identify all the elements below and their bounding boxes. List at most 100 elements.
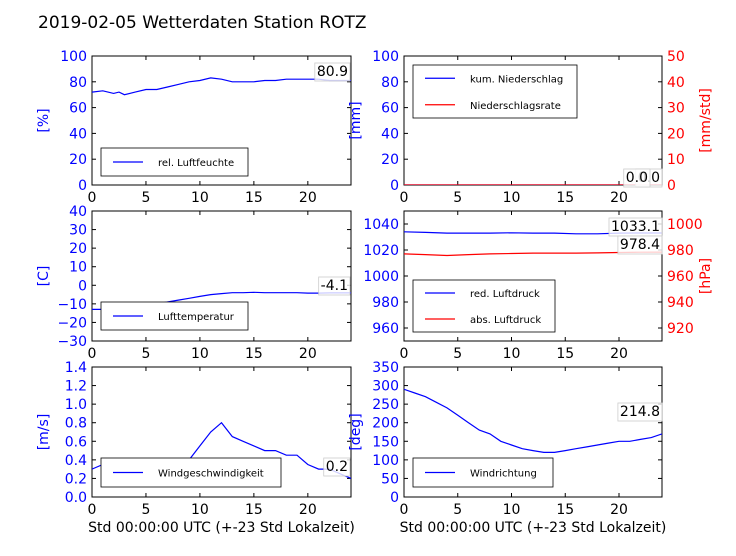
value-label: 0.0 <box>626 170 648 186</box>
x-tick-label: 10 <box>503 190 521 206</box>
x-tick-label: 10 <box>503 346 521 362</box>
legend: kum. Niederschlag Niederschlagsrate <box>412 64 578 119</box>
y-tick-label: 1.0 <box>65 397 87 413</box>
y-tick-label: 350 <box>372 360 399 376</box>
legend-entry: kum. Niederschlag <box>470 74 563 85</box>
value-label-box <box>323 457 351 477</box>
y-right-axis-label: [hPa] <box>698 258 714 294</box>
y-tick-label: 150 <box>372 434 399 450</box>
x-axis-label: Std 00:00:00 UTC (+-23 Std Lokalzeit) <box>88 520 355 536</box>
y-tick-label: 20 <box>69 241 87 257</box>
y-tick-label: −10 <box>57 297 87 313</box>
y-axis-label: [mm] <box>348 101 364 139</box>
y-tick-label: 0 <box>78 278 87 294</box>
panel-5: 0 5 10 15 20 0.0 0.2 0.4 0.6 0.8 1.0 1.2 1.4 [m/s] Std… <box>36 360 355 536</box>
y-tick-label: 30 <box>69 223 87 239</box>
y-tick-label: 0.6 <box>65 434 87 450</box>
y-axis-label: [m/s] <box>36 414 52 451</box>
x-tick-label: 0 <box>400 190 409 206</box>
y-tick-label: 250 <box>372 397 399 413</box>
legend-box <box>412 279 556 333</box>
x-tick-label: 20 <box>610 190 628 206</box>
value-label-box <box>623 168 651 188</box>
y-tick-label: 0.0 <box>65 490 87 506</box>
y-axis-label: [deg] <box>348 413 364 450</box>
y-tick-label: 10 <box>69 260 87 276</box>
x-tick-label: 10 <box>191 346 209 362</box>
x-tick-label: 5 <box>453 190 462 206</box>
x-tick-label: 15 <box>245 346 263 362</box>
y-right-tick-label: 940 <box>667 295 694 311</box>
panel-3: 0 5 10 15 20 −30 −20 −10 0 10 20 30 40 [C] Lufttempera… <box>36 204 352 362</box>
y-tick-label: 1.2 <box>65 379 87 395</box>
legend-entry: red. Luftdruck <box>470 289 540 300</box>
x-tick-label: 0 <box>88 190 97 206</box>
y-tick-label: 960 <box>372 321 399 337</box>
chart-title: 2019-02-05 Wetterdaten Station ROTZ <box>38 13 367 33</box>
x-tick-label: 20 <box>610 346 628 362</box>
panel-4: 0 5 10 15 20 960 980 1000 1020 1040 920 940 960 980 10… <box>363 210 714 362</box>
legend-entry: rel. Luftfeuchte <box>158 158 234 169</box>
x-tick-label: 5 <box>141 190 150 206</box>
y-tick-label: 980 <box>372 295 399 311</box>
y-tick-label: 1.4 <box>65 360 87 376</box>
value-label-box <box>314 62 351 82</box>
panel-1: 0 5 10 15 20 0 20 40 60 80 100 [%] rel. Luftfeuchte 8… <box>36 49 352 206</box>
y-tick-label: 0 <box>390 490 399 506</box>
x-tick-label: 20 <box>299 190 317 206</box>
value-label: 0.2 <box>326 459 348 475</box>
y-right-tick-label: 30 <box>667 101 685 117</box>
plot-frame <box>403 366 663 498</box>
value-label: 978.4 <box>620 237 660 253</box>
value-label: -4.1 <box>321 278 348 294</box>
value-label-box <box>318 276 351 296</box>
legend: Windrichtung <box>412 457 554 488</box>
y-tick-label: 60 <box>381 101 399 117</box>
x-tick-label: 10 <box>503 502 521 518</box>
x-tick-label: 5 <box>453 346 462 362</box>
y-tick-label: −30 <box>57 334 87 350</box>
legend-entry: Windrichtung <box>470 469 537 480</box>
legend-box <box>412 64 578 119</box>
y-tick-label: 300 <box>372 379 399 395</box>
y-right-tick-label: 50 <box>667 49 685 65</box>
series-line <box>404 388 662 453</box>
y-right-tick-label: 40 <box>667 75 685 91</box>
legend-entry: Lufttemperatur <box>158 312 235 323</box>
y-tick-label: 0 <box>390 178 399 194</box>
y-tick-label: 60 <box>69 101 87 117</box>
y-tick-label: 0.2 <box>65 471 87 487</box>
legend: red. Luftdruck abs. Luftdruck <box>412 279 556 333</box>
y-right-tick-label: 960 <box>667 269 694 285</box>
y-tick-label: 1020 <box>363 243 399 259</box>
x-tick-label: 0 <box>88 502 97 518</box>
y-tick-label: 80 <box>381 75 399 91</box>
y-axis-label: [%] <box>36 108 52 132</box>
y-right-tick-label: 980 <box>667 243 694 259</box>
x-tick-label: 20 <box>610 502 628 518</box>
y-tick-label: 200 <box>372 416 399 432</box>
y-tick-label: 40 <box>69 204 87 220</box>
x-tick-label: 15 <box>556 502 574 518</box>
value-label: 214.8 <box>620 404 660 420</box>
x-tick-label: 15 <box>556 190 574 206</box>
y-tick-label: 1040 <box>363 217 399 233</box>
legend: Lufttemperatur <box>100 301 249 331</box>
y-tick-label: 100 <box>60 49 87 65</box>
x-tick-label: 10 <box>191 190 209 206</box>
x-tick-label: 0 <box>400 346 409 362</box>
y-tick-label: 50 <box>381 471 399 487</box>
y-right-tick-label: 1000 <box>667 217 703 233</box>
x-tick-label: 15 <box>245 502 263 518</box>
panel-2: 0 5 10 15 20 0 20 40 60 80 100 0 10 20 30 40 50 [mm] [mm/s… <box>348 49 714 206</box>
y-tick-label: 1000 <box>363 269 399 285</box>
y-tick-label: −20 <box>57 315 87 331</box>
value-label-box <box>617 402 663 422</box>
value-label-box <box>617 235 663 255</box>
y-tick-label: 100 <box>372 453 399 469</box>
x-tick-label: 5 <box>141 346 150 362</box>
y-right-axis-label: [mm/std] <box>698 88 714 153</box>
x-tick-label: 20 <box>299 502 317 518</box>
y-tick-label: 40 <box>69 126 87 142</box>
